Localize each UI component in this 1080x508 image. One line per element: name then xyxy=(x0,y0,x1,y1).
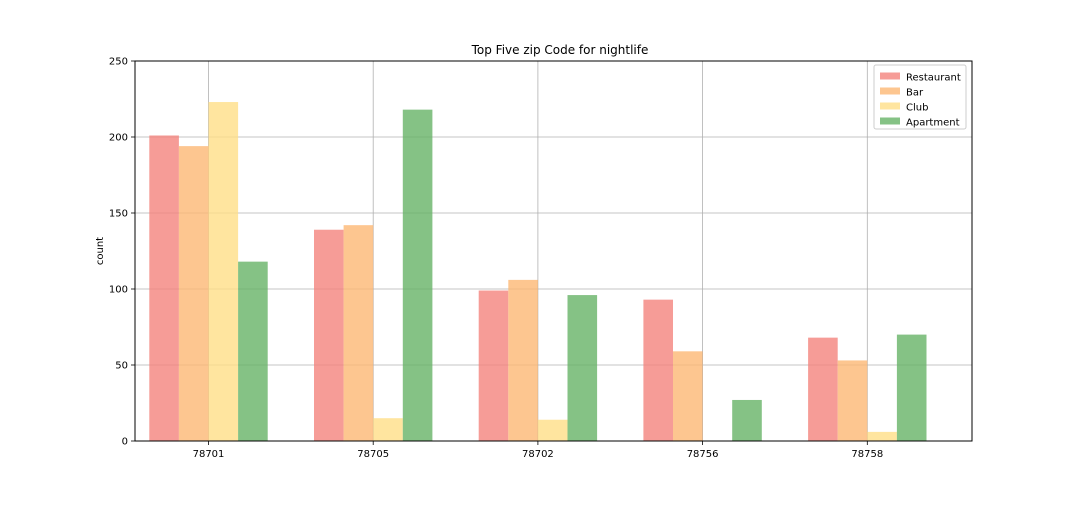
legend-swatch xyxy=(880,87,900,95)
bar-apartment xyxy=(238,261,268,441)
bar-restaurant xyxy=(314,229,344,441)
bar-club xyxy=(373,418,403,441)
bar-restaurant xyxy=(808,337,838,441)
legend-label: Club xyxy=(906,103,928,114)
chart-title: Top Five zip Code for nightlife xyxy=(471,43,649,57)
bar-club xyxy=(537,419,568,441)
y-tick-label: 150 xyxy=(109,209,128,220)
bar-club xyxy=(867,431,897,441)
y-tick-label: 0 xyxy=(122,437,128,448)
bar-bar xyxy=(837,360,868,441)
legend-label: Restaurant xyxy=(906,73,961,84)
bar-bar xyxy=(178,146,209,441)
bar-restaurant xyxy=(149,135,179,442)
bar-apartment xyxy=(402,109,433,441)
x-axis: 78701 78705 78702 78756 78758 xyxy=(193,441,883,460)
x-tick-label: 78705 xyxy=(357,449,389,460)
y-axis-label: count xyxy=(95,237,106,265)
legend-swatch xyxy=(880,72,900,80)
plot-frame xyxy=(134,60,973,442)
bar-restaurant xyxy=(478,290,509,441)
bar-restaurant xyxy=(643,299,673,441)
bar-apartment xyxy=(896,334,927,441)
x-tick-label: 78756 xyxy=(687,449,719,460)
legend: Restaurant Bar Club Apartment xyxy=(873,64,967,130)
y-tick-label: 50 xyxy=(115,361,128,372)
x-tick-label: 78702 xyxy=(522,449,554,460)
y-tick-label: 100 xyxy=(109,285,128,296)
legend-swatch xyxy=(880,102,900,110)
bars xyxy=(149,102,927,442)
y-tick-label: 250 xyxy=(109,57,128,68)
x-tick-label: 78701 xyxy=(193,449,225,460)
bar-bar xyxy=(508,279,538,441)
legend-frame xyxy=(873,64,967,130)
bar-bar xyxy=(343,225,374,441)
bar-bar xyxy=(673,351,703,441)
y-axis: 0 50 100 150 200 250 xyxy=(109,57,135,448)
legend-label: Apartment xyxy=(906,118,960,129)
bar-apartment xyxy=(732,399,762,441)
legend-swatch xyxy=(880,117,900,125)
x-tick-label: 78758 xyxy=(851,449,883,460)
bar-apartment xyxy=(567,295,598,441)
bar-club xyxy=(208,102,239,441)
legend-label: Bar xyxy=(906,88,924,99)
y-tick-label: 200 xyxy=(109,133,128,144)
